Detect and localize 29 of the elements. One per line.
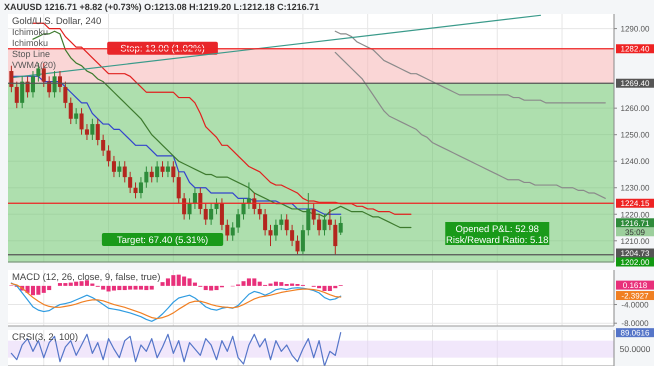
ref-line-label: 1282.40 [620,44,650,54]
annotation: Stop Line [12,49,50,59]
chart-subtitle: XAUUSD 1216.71 +8.82 (+0.73%) O:1213.08 H:1219.20 L:1212.18 C:1216.71 [4,2,320,12]
ref-line-label: 1224.15 [620,199,650,208]
y-tick-label: 1290.00 [620,24,650,34]
y-tick-label: 1260.00 [620,104,650,114]
y-tick-label: 1210.00 [620,236,650,246]
y-tick-label: -8.0000 [621,319,650,328]
text: 50.0000 [620,344,651,354]
ref-line-label: 1202.00 [620,258,650,267]
ref-line-label: 1204.73 [620,249,650,258]
y-tick-label: -4.0000 [621,300,650,310]
y-tick-label: 1230.00 [620,184,650,193]
y-tick-label: 1220.00 [620,210,650,220]
text: 0.1618 [622,281,648,290]
annotation: Risk/Reward Ratio: 5.18 [446,235,548,246]
text: -2.3927 [621,292,650,301]
annotation: Ichimoku [12,38,48,48]
y-tick-label: 1240.00 [620,157,650,166]
text: 1216.71 [620,218,650,228]
chart-title: MACD (12, 26, close, 9, false, true) [12,272,160,283]
annotation: Opened P&L: 52.98 [456,224,539,235]
ref-line-label: 1269.40 [620,79,650,88]
chart-title: Gold/U.S. Dollar, 240 [12,16,102,27]
annotation: Ichimoku [12,27,48,37]
text: 35:09 [624,228,646,237]
y-tick-label: 1250.00 [620,130,650,140]
band-label: Target: 67.40 (5.31%) [116,235,208,246]
text: 89.0616 [620,328,650,338]
